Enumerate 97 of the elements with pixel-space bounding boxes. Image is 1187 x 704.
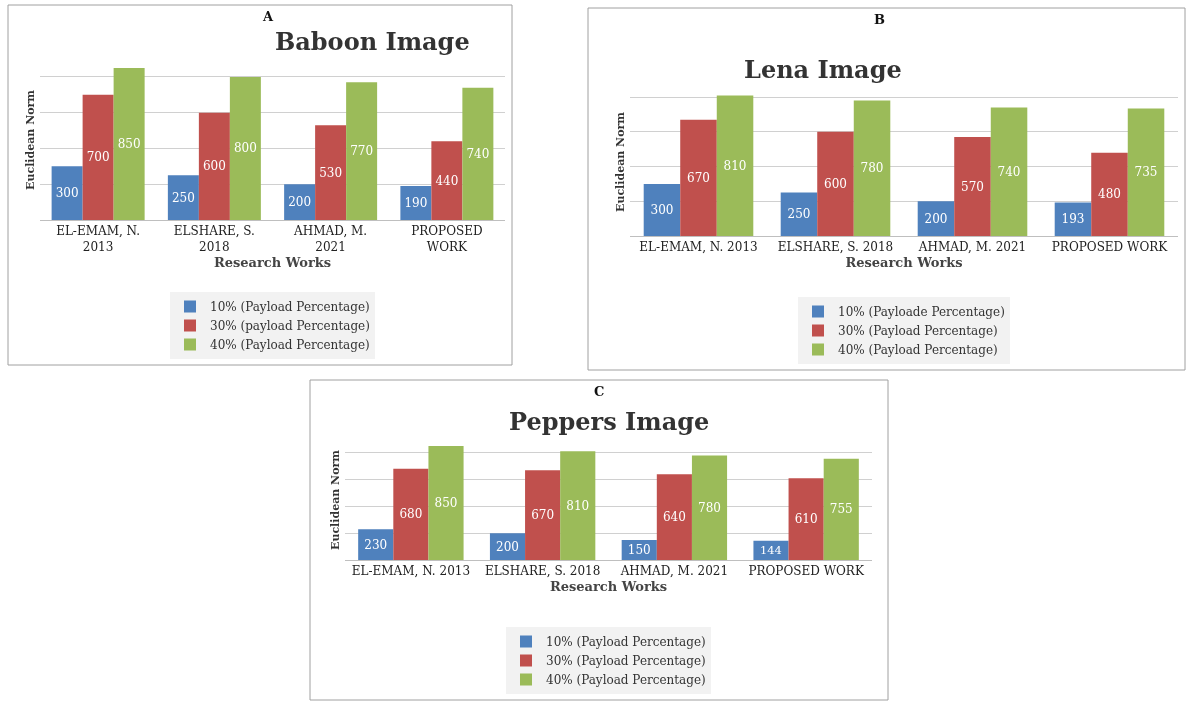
x-tick-label: PROPOSED WORK [411, 224, 483, 254]
data-label: 740 [466, 146, 490, 161]
data-label: 810 [566, 498, 590, 513]
x-axis-title: Research Works [845, 255, 963, 270]
data-label: 850 [117, 137, 141, 151]
data-label: 600 [202, 159, 226, 174]
bar [113, 68, 145, 220]
bar [51, 166, 83, 220]
x-tick-label: ELSHARE, S. 2018 [484, 564, 601, 579]
bar [431, 141, 463, 220]
legend-label: 40% (Payload Percentage) [838, 343, 998, 358]
text: C [594, 384, 605, 399]
y-axis-title: Euclidean Norm [613, 111, 627, 212]
legend-label: 30% (Payload Percentage) [546, 654, 706, 669]
bar [315, 125, 347, 220]
bar [82, 94, 114, 220]
legend-label: 40% (Payload Percentage) [546, 673, 706, 688]
bar [346, 82, 378, 220]
x-tick-label: ELSHARE, S. 2018 [777, 240, 894, 255]
data-label: 250 [171, 190, 195, 205]
data-label: 780 [860, 161, 884, 176]
x-tick-label: PROPOSED WORK [1051, 240, 1169, 255]
data-label: 193 [1061, 212, 1085, 227]
text: A [262, 9, 274, 24]
x-axis-title: Research Works [549, 579, 668, 594]
data-label: 144 [759, 543, 782, 558]
data-label: 250 [787, 207, 811, 222]
bar [428, 446, 464, 560]
bar [691, 455, 728, 560]
bar [817, 131, 854, 236]
data-label: 230 [364, 537, 388, 552]
data-label: 800 [233, 141, 257, 156]
data-label: 200 [288, 195, 312, 210]
data-label: 680 [399, 507, 423, 522]
chart-title: Lena Image [744, 55, 902, 84]
bar [560, 451, 596, 560]
bar [788, 478, 824, 560]
data-label: 740 [997, 164, 1021, 179]
x-tick-label: PROPOSED WORK [748, 564, 865, 579]
bar [1127, 108, 1165, 236]
data-label: 600 [824, 176, 847, 191]
data-label: 190 [404, 196, 428, 211]
data-label: 850 [434, 496, 458, 510]
y-axis-title: Euclidean Norm [328, 449, 342, 550]
legend-label: 10% (Payload Percentage) [546, 635, 706, 650]
data-label: 480 [1098, 187, 1121, 202]
data-label: 150 [627, 542, 651, 557]
y-axis-title: Euclidean Norm [23, 89, 37, 190]
data-label: 735 [1134, 165, 1158, 180]
data-label: 780 [698, 500, 721, 515]
x-tick-label: AHMAD, M. 2021 [619, 564, 729, 579]
data-label: 530 [319, 165, 343, 180]
bar [716, 95, 754, 236]
bar [167, 175, 199, 220]
chart-title: Peppers Image [509, 407, 710, 436]
data-label: 810 [723, 158, 747, 173]
x-tick-label: AHMAD, M. 2021 [917, 240, 1027, 255]
text: B [874, 12, 885, 27]
legend-label: 10% (Payload Percentage) [210, 300, 370, 315]
data-label: 300 [650, 202, 674, 217]
bar [990, 107, 1028, 236]
data-label: 670 [687, 170, 710, 185]
bar [643, 183, 681, 236]
bar [680, 119, 717, 236]
legend-label: 40% (Payload Percentage) [210, 338, 370, 353]
data-label: 200 [924, 211, 948, 226]
bar [823, 458, 859, 560]
data-label: 440 [435, 173, 459, 188]
bar [198, 112, 230, 220]
bar [656, 474, 692, 560]
legend-label: 30% (payload Percentage) [210, 319, 370, 334]
bar [780, 192, 818, 236]
chart-title: Baboon Image [275, 27, 470, 56]
x-tick-label: ELSHARE, S. 2018 [173, 224, 255, 254]
bar [462, 87, 494, 220]
bar [853, 100, 891, 236]
bar [954, 137, 991, 236]
bar [525, 470, 561, 560]
legend-label: 10% (Payloade Percentage) [838, 305, 1005, 320]
data-label: 770 [350, 144, 374, 159]
x-tick-label: EL-EMAM, N. 2013 [639, 240, 758, 255]
x-tick-label: EL-EMAM, N. 2013 [56, 224, 141, 254]
data-label: 670 [531, 508, 555, 523]
data-label: 300 [55, 186, 79, 201]
data-label: 200 [496, 539, 519, 554]
x-tick-label: EL-EMAM, N. 2013 [351, 564, 471, 579]
legend-label: 30% (Payload Percentage) [838, 324, 998, 339]
bar [393, 468, 429, 560]
bar [1091, 152, 1128, 236]
data-label: 755 [829, 502, 853, 517]
data-label: 610 [794, 512, 818, 527]
data-label: 640 [662, 510, 686, 525]
x-tick-label: AHMAD, M. 2021 [293, 224, 368, 254]
data-label: 570 [961, 179, 984, 194]
x-axis-title: Research Works [213, 254, 332, 270]
data-label: 700 [86, 150, 110, 165]
bar [229, 76, 261, 220]
